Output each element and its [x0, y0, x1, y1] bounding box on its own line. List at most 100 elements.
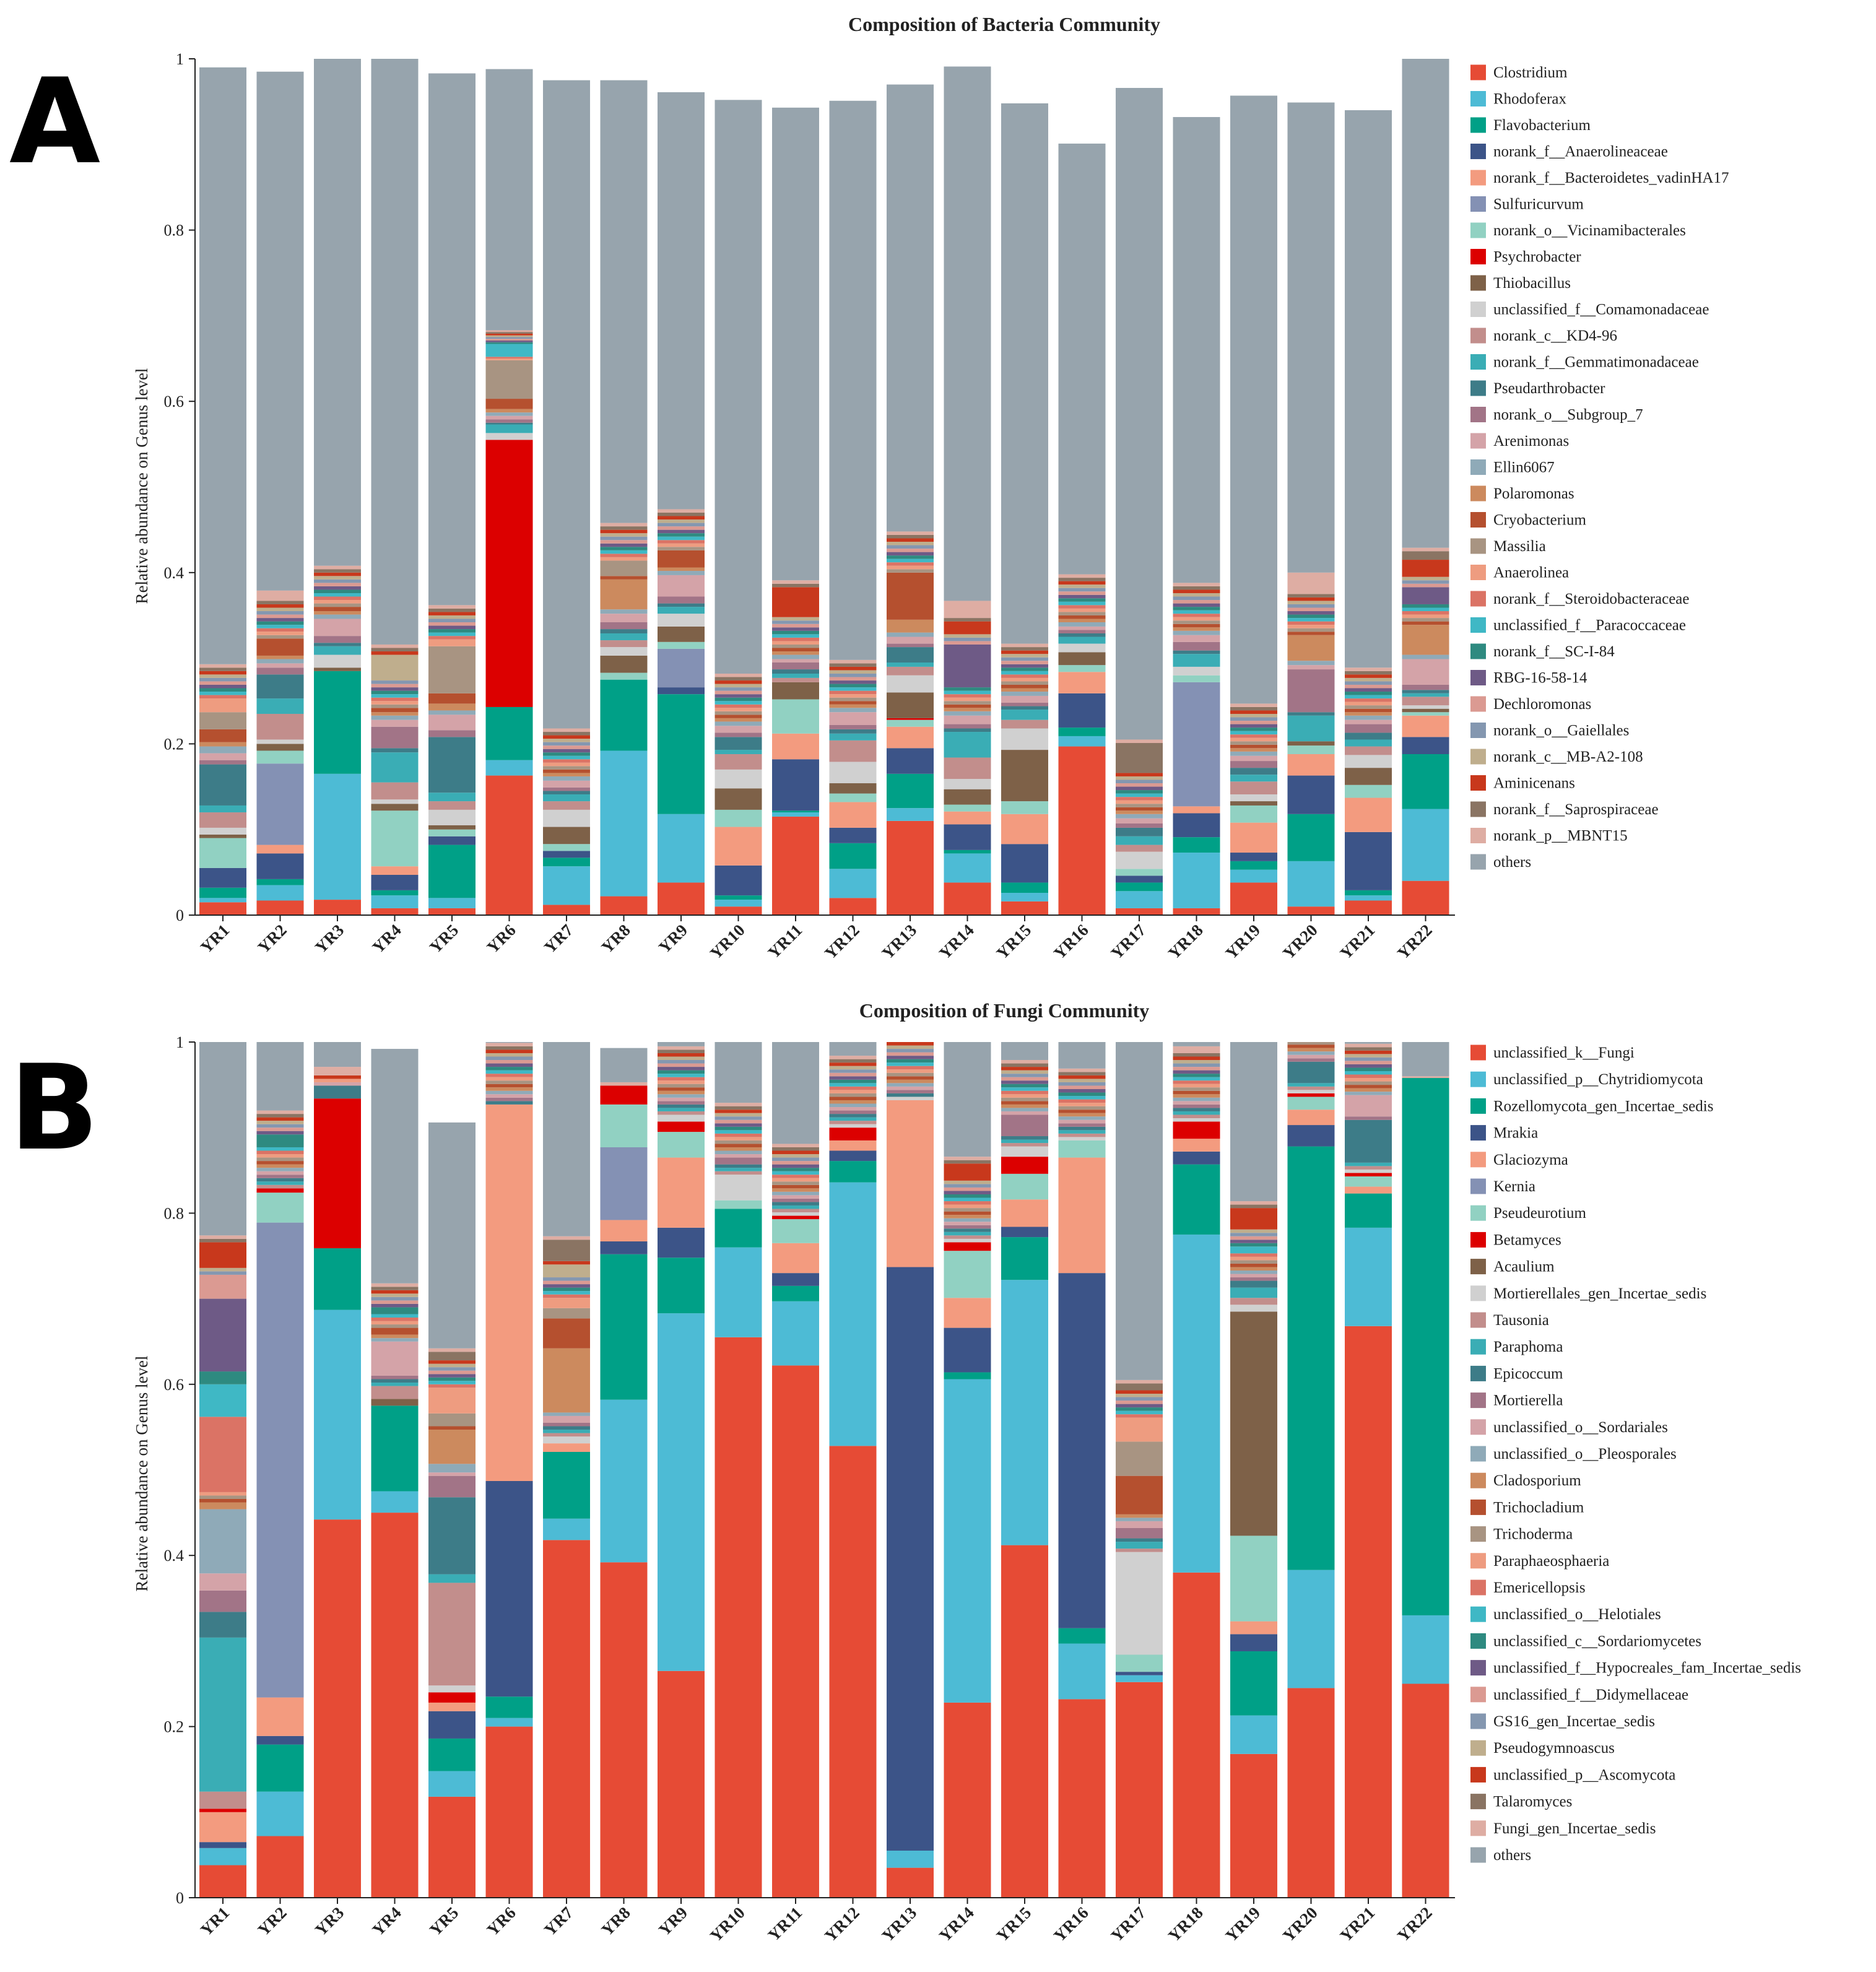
- fungi-bar-yr1-22: [199, 1371, 246, 1384]
- bacteria-bar-yr9-27: [658, 516, 705, 520]
- fungi-bar-yr10-28: [714, 1106, 762, 1110]
- fungi-legend-label-5: Kernia: [1493, 1178, 1535, 1195]
- bacteria-bar-yr14-2: [944, 849, 991, 854]
- fungi-legend-swatch-9: [1470, 1285, 1486, 1301]
- bacteria-bar-yr15-13: [1001, 703, 1048, 706]
- bacteria-bar-yr13-21: [887, 558, 934, 563]
- fungi-legend-label-2: Rozellomycota_gen_Incertae_sedis: [1493, 1098, 1713, 1114]
- bacteria-bar-yr10-28: [714, 677, 762, 681]
- fungi-bar-yr7-28: [543, 1240, 590, 1261]
- bacteria-bar-yr20-22: [1287, 614, 1335, 619]
- bacteria-bar-yr17-28: [1116, 743, 1163, 773]
- bacteria-bar-yr8-9: [600, 647, 648, 656]
- fungi-bar-yr14-21: [944, 1197, 991, 1202]
- fungi-bar-yr1-16: [199, 1502, 246, 1509]
- fungi-bar-yr7-12: [543, 1426, 590, 1430]
- bacteria-bar-yr2-12: [256, 674, 304, 699]
- bacteria-bar-yr22-27: [1402, 560, 1449, 577]
- fungi-legend-swatch-30: [1470, 1847, 1486, 1863]
- bacteria-bar-yr11-18: [772, 644, 819, 648]
- fungi-bar-yr14-4: [944, 1298, 991, 1328]
- bacteria-bar-yr19-6: [1230, 805, 1277, 823]
- fungi-bar-yr21-30: [1345, 1042, 1392, 1044]
- bacteria-bar-yr3-24: [314, 583, 361, 586]
- fungi-bar-yr20-0: [1287, 1688, 1335, 1898]
- bacteria-bar-yr11-11: [772, 673, 819, 678]
- bacteria-bar-yr11-22: [772, 630, 819, 635]
- bacteria-bar-yr8-29: [600, 523, 648, 527]
- fungi-bar-yr1-10: [199, 1791, 246, 1809]
- fungi-bar-yr14-1: [944, 1379, 991, 1703]
- fungi-bar-yr18-12: [1173, 1108, 1220, 1111]
- fungi-bar-yr10-11: [714, 1168, 762, 1171]
- bacteria-bar-yr8-24: [600, 540, 648, 544]
- fungi-bar-yr15-27: [1001, 1067, 1048, 1071]
- bacteria-bar-yr5-13: [428, 730, 476, 737]
- fungi-bar-yr2-26: [256, 1121, 304, 1124]
- bacteria-bar-yr17-0: [1116, 908, 1163, 915]
- bacteria-bar-yr7-6: [543, 844, 590, 851]
- fungi-bar-yr2-29: [256, 1110, 304, 1114]
- bacteria-bar-yr19-19: [1230, 737, 1277, 742]
- bacteria-x-tick-label: YR20: [1279, 921, 1321, 963]
- bacteria-bar-yr12-2: [829, 843, 877, 869]
- fungi-bar-yr11-23: [772, 1164, 819, 1168]
- fungi-bar-yr16-9: [1058, 1137, 1106, 1140]
- fungi-bar-yr1-23: [199, 1298, 246, 1372]
- fungi-bar-yr1-12: [199, 1612, 246, 1638]
- fungi-legend-swatch-11: [1470, 1339, 1486, 1355]
- fungi-x-tick-label: YR9: [655, 1903, 691, 1939]
- fungi-bar-yr17-28: [1116, 1383, 1163, 1391]
- bacteria-bar-yr1-24: [199, 681, 246, 685]
- fungi-bar-yr2-27: [256, 1117, 304, 1121]
- bacteria-bar-yr9-14: [658, 575, 705, 597]
- fungi-bar-yr13-0: [887, 1867, 934, 1898]
- fungi-bar-yr11-25: [772, 1157, 819, 1162]
- fungi-bar-yr14-2: [944, 1372, 991, 1379]
- bacteria-legend-label-13: norank_o__Subgroup_7: [1493, 407, 1643, 424]
- bacteria-bar-yr4-9: [371, 799, 419, 804]
- fungi-bar-yr11-28: [772, 1147, 819, 1151]
- fungi-bar-yr9-29: [658, 1046, 705, 1050]
- bacteria-bar-yr8-6: [600, 672, 648, 680]
- bacteria-bar-yr1-20: [199, 695, 246, 699]
- fungi-bar-yr19-20: [1230, 1253, 1277, 1257]
- fungi-bar-yr17-6: [1116, 1654, 1163, 1672]
- bacteria-bar-yr20-23: [1287, 611, 1335, 615]
- bacteria-bar-yr13-4: [887, 726, 934, 749]
- bacteria-bar-yr4-16: [371, 712, 419, 716]
- fungi-bar-yr1-11: [199, 1637, 246, 1792]
- bacteria-bar-yr7-21: [543, 755, 590, 760]
- bacteria-bar-yr16-4: [1058, 672, 1106, 693]
- fungi-bar-yr17-18: [1116, 1441, 1163, 1476]
- bacteria-bar-yr22-15: [1402, 654, 1449, 659]
- bacteria-bar-yr6-22: [485, 342, 533, 344]
- bacteria-bar-yr16-19: [1058, 608, 1106, 612]
- bacteria-bar-yr3-18: [314, 603, 361, 607]
- fungi-bar-yr17-20: [1116, 1414, 1163, 1418]
- bacteria-bar-yr21-14: [1345, 719, 1392, 724]
- fungi-bar-yr1-30: [199, 1042, 246, 1236]
- bacteria-bar-yr12-30: [829, 100, 877, 660]
- bacteria-bar-yr22-18: [1402, 618, 1449, 622]
- bacteria-bar-yr3-15: [314, 614, 361, 619]
- fungi-x-tick-label: YR15: [992, 1903, 1035, 1945]
- fungi-bar-yr6-29: [485, 1043, 533, 1046]
- bacteria-bar-yr20-0: [1287, 906, 1335, 915]
- fungi-legend-swatch-16: [1470, 1472, 1486, 1488]
- fungi-y-tick-label: 0.4: [164, 1547, 185, 1565]
- bacteria-bar-yr6-11: [485, 424, 533, 433]
- fungi-bar-yr6-3: [485, 1480, 533, 1697]
- bacteria-bar-yr18-26: [1173, 593, 1220, 597]
- bacteria-bar-yr3-30: [314, 59, 361, 566]
- bacteria-bar-yr13-25: [887, 545, 934, 549]
- fungi-bar-yr18-28: [1173, 1053, 1220, 1057]
- bacteria-bar-yr4-0: [371, 908, 419, 915]
- fungi-y-tick-label: 0.8: [164, 1204, 185, 1222]
- bacteria-bar-yr15-15: [1001, 692, 1048, 696]
- fungi-bar-yr10-15: [714, 1150, 762, 1155]
- fungi-bar-yr3-2: [314, 1248, 361, 1310]
- fungi-bar-yr20-12: [1287, 1061, 1335, 1084]
- bacteria-bar-yr19-9: [1230, 794, 1277, 802]
- fungi-legend-label-4: Glaciozyma: [1493, 1152, 1568, 1168]
